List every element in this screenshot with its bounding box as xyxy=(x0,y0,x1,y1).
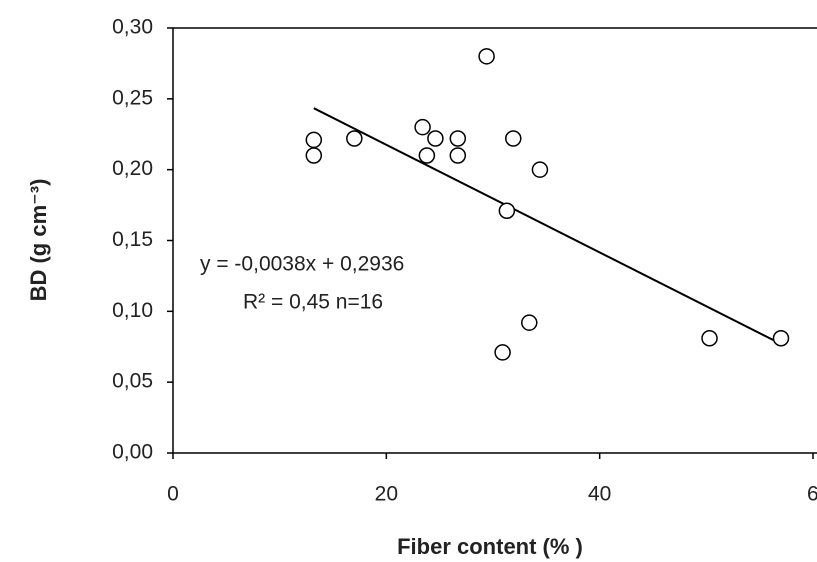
point xyxy=(521,314,538,331)
x-tick-label: 0 xyxy=(167,483,179,506)
point xyxy=(305,131,323,149)
x-axis-title: Fiber content (% ) xyxy=(397,534,583,559)
y-axis-title: BD (g cm⁻³) xyxy=(26,179,51,302)
plot-frame xyxy=(172,27,817,454)
y-tick-label: 0,20 xyxy=(112,157,153,180)
point xyxy=(346,130,363,147)
point xyxy=(414,118,431,136)
x-tick-label: 6 xyxy=(807,483,817,506)
y-tick-label: 0,05 xyxy=(112,370,153,393)
y-tick-label: 0,15 xyxy=(112,228,153,251)
point xyxy=(449,147,467,164)
point xyxy=(427,130,444,147)
point xyxy=(505,130,522,147)
y-tick-label: 0,30 xyxy=(112,16,153,39)
point xyxy=(772,330,790,347)
point xyxy=(449,130,467,147)
point xyxy=(478,48,495,65)
x-tick-label: 40 xyxy=(588,483,611,506)
r-squared: R² = 0,45 n=16 xyxy=(243,291,383,314)
y-tick-label: 0,10 xyxy=(112,299,153,322)
point xyxy=(701,330,718,347)
point xyxy=(531,161,549,178)
x-tick-label: 20 xyxy=(375,483,398,506)
trendline xyxy=(313,107,782,345)
point xyxy=(494,344,511,361)
point xyxy=(498,202,516,219)
point xyxy=(305,147,323,164)
equation: y = -0,0038x + 0,2936 xyxy=(200,253,404,276)
y-tick-label: 0,00 xyxy=(112,441,153,464)
y-tick-label: 0,25 xyxy=(112,86,153,109)
point xyxy=(418,147,436,164)
